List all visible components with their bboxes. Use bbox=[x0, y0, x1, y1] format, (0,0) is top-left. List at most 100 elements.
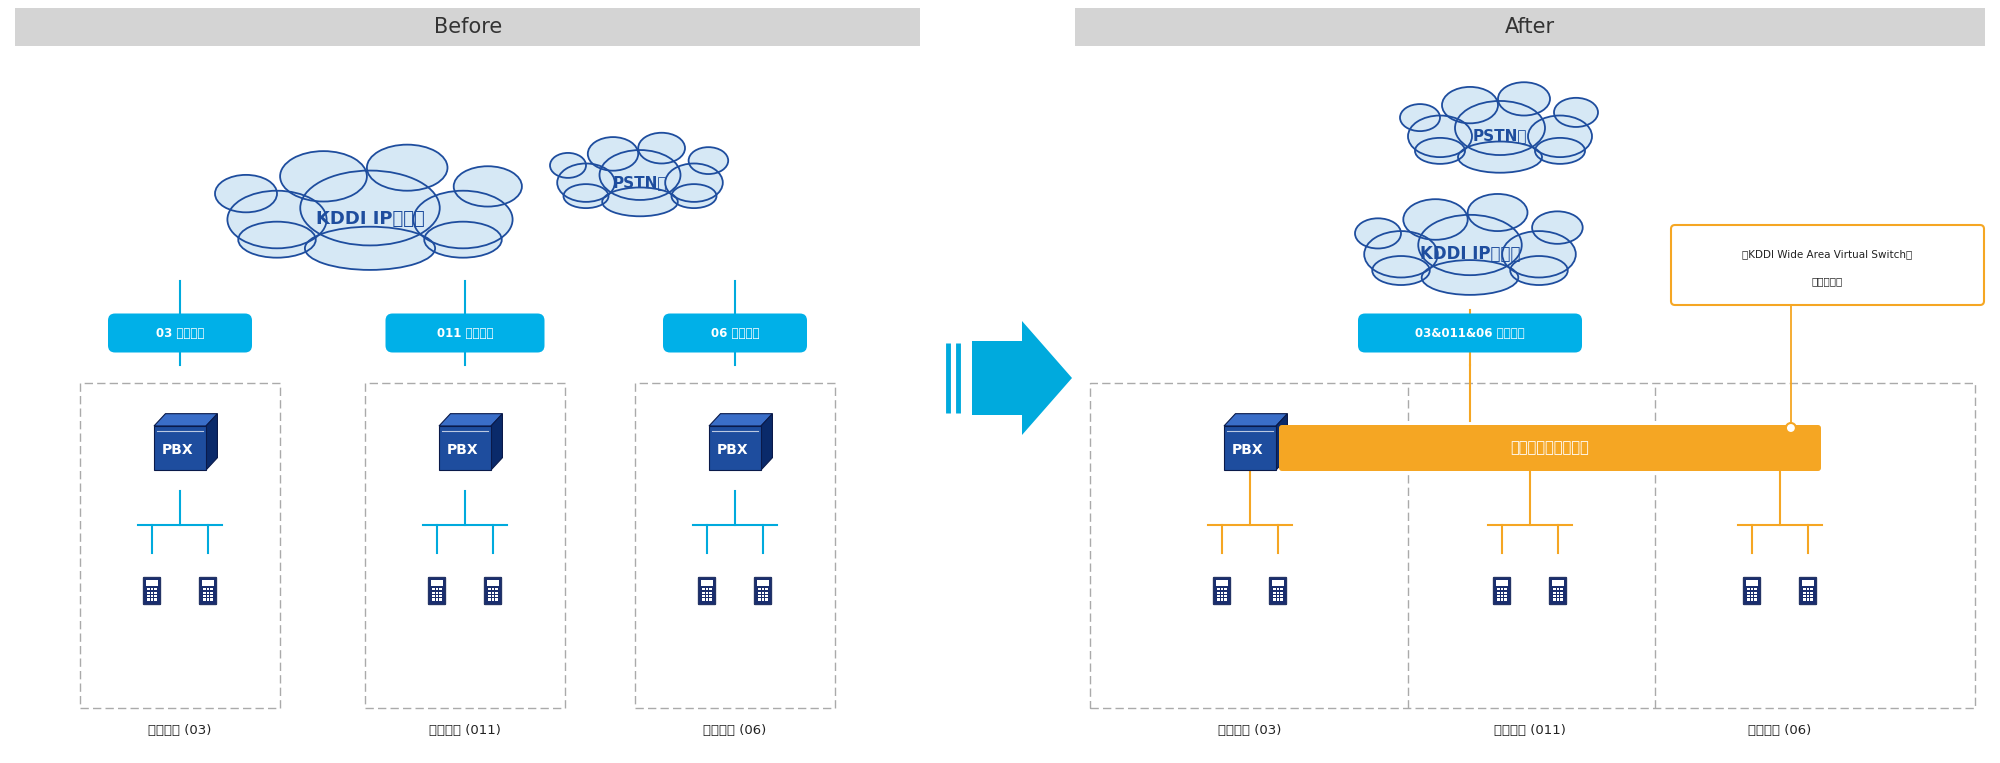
Text: Before: Before bbox=[434, 17, 502, 37]
FancyBboxPatch shape bbox=[1746, 598, 1750, 600]
FancyBboxPatch shape bbox=[144, 577, 160, 605]
FancyBboxPatch shape bbox=[762, 598, 764, 600]
Ellipse shape bbox=[1536, 138, 1584, 164]
FancyBboxPatch shape bbox=[710, 588, 712, 591]
FancyBboxPatch shape bbox=[1504, 595, 1508, 597]
Text: 03 回線契約: 03 回線契約 bbox=[156, 327, 204, 340]
FancyBboxPatch shape bbox=[706, 595, 708, 597]
FancyBboxPatch shape bbox=[1556, 588, 1560, 591]
Text: 利用を推奎: 利用を推奎 bbox=[1812, 276, 1844, 286]
Text: 東京拠点 (03): 東京拠点 (03) bbox=[148, 725, 212, 738]
Text: お客さまデータ回線: お客さまデータ回線 bbox=[1510, 440, 1590, 456]
FancyBboxPatch shape bbox=[698, 577, 716, 605]
FancyBboxPatch shape bbox=[200, 577, 216, 605]
FancyBboxPatch shape bbox=[710, 595, 712, 597]
FancyBboxPatch shape bbox=[1504, 591, 1508, 594]
FancyBboxPatch shape bbox=[758, 591, 760, 594]
Ellipse shape bbox=[228, 191, 326, 248]
FancyBboxPatch shape bbox=[1272, 591, 1276, 594]
Ellipse shape bbox=[1468, 194, 1528, 231]
FancyBboxPatch shape bbox=[492, 595, 494, 597]
FancyBboxPatch shape bbox=[488, 588, 490, 591]
FancyBboxPatch shape bbox=[1494, 577, 1510, 605]
Ellipse shape bbox=[550, 153, 586, 178]
FancyBboxPatch shape bbox=[1216, 580, 1228, 586]
Text: 大阪拠点 (06): 大阪拠点 (06) bbox=[704, 725, 766, 738]
FancyBboxPatch shape bbox=[1802, 595, 1806, 597]
Text: PBX: PBX bbox=[162, 443, 194, 457]
FancyBboxPatch shape bbox=[440, 591, 442, 594]
Ellipse shape bbox=[588, 137, 638, 171]
FancyBboxPatch shape bbox=[758, 595, 760, 597]
FancyBboxPatch shape bbox=[1496, 580, 1508, 586]
FancyBboxPatch shape bbox=[1216, 588, 1220, 591]
FancyBboxPatch shape bbox=[1552, 595, 1556, 597]
FancyBboxPatch shape bbox=[1802, 598, 1806, 600]
FancyBboxPatch shape bbox=[150, 595, 154, 597]
FancyBboxPatch shape bbox=[1500, 595, 1504, 597]
Polygon shape bbox=[440, 426, 492, 470]
FancyBboxPatch shape bbox=[432, 595, 434, 597]
FancyBboxPatch shape bbox=[1802, 580, 1814, 586]
Ellipse shape bbox=[1418, 215, 1522, 275]
FancyBboxPatch shape bbox=[206, 598, 210, 600]
FancyBboxPatch shape bbox=[1754, 598, 1758, 600]
FancyBboxPatch shape bbox=[1358, 314, 1582, 353]
FancyBboxPatch shape bbox=[202, 598, 206, 600]
FancyBboxPatch shape bbox=[766, 588, 768, 591]
FancyBboxPatch shape bbox=[440, 588, 442, 591]
FancyBboxPatch shape bbox=[146, 580, 158, 586]
FancyBboxPatch shape bbox=[436, 595, 438, 597]
FancyBboxPatch shape bbox=[762, 588, 764, 591]
Text: 011 回線契約: 011 回線契約 bbox=[436, 327, 494, 340]
FancyBboxPatch shape bbox=[202, 591, 206, 594]
Ellipse shape bbox=[1400, 104, 1440, 131]
Text: 札幌拠点 (011): 札幌拠点 (011) bbox=[430, 725, 500, 738]
FancyBboxPatch shape bbox=[210, 598, 214, 600]
Polygon shape bbox=[1276, 414, 1288, 470]
FancyBboxPatch shape bbox=[154, 588, 158, 591]
Ellipse shape bbox=[280, 151, 366, 201]
FancyBboxPatch shape bbox=[432, 588, 434, 591]
Ellipse shape bbox=[1408, 115, 1472, 157]
FancyBboxPatch shape bbox=[1500, 598, 1504, 600]
Polygon shape bbox=[154, 414, 218, 426]
Ellipse shape bbox=[1498, 82, 1550, 115]
FancyBboxPatch shape bbox=[1560, 591, 1564, 594]
Ellipse shape bbox=[1456, 101, 1544, 155]
FancyBboxPatch shape bbox=[1496, 595, 1500, 597]
Ellipse shape bbox=[1372, 256, 1430, 285]
Ellipse shape bbox=[1364, 231, 1438, 278]
Ellipse shape bbox=[558, 163, 614, 202]
FancyBboxPatch shape bbox=[108, 314, 252, 353]
Ellipse shape bbox=[688, 147, 728, 174]
FancyBboxPatch shape bbox=[1810, 588, 1814, 591]
FancyBboxPatch shape bbox=[702, 580, 712, 586]
Text: PBX: PBX bbox=[1232, 443, 1264, 457]
FancyBboxPatch shape bbox=[496, 591, 498, 594]
FancyBboxPatch shape bbox=[766, 595, 768, 597]
FancyBboxPatch shape bbox=[1500, 588, 1504, 591]
FancyBboxPatch shape bbox=[1220, 598, 1224, 600]
FancyBboxPatch shape bbox=[1216, 598, 1220, 600]
FancyBboxPatch shape bbox=[1552, 580, 1564, 586]
FancyBboxPatch shape bbox=[496, 588, 498, 591]
FancyBboxPatch shape bbox=[1810, 598, 1814, 600]
FancyBboxPatch shape bbox=[1550, 577, 1566, 605]
FancyBboxPatch shape bbox=[1272, 598, 1276, 600]
FancyBboxPatch shape bbox=[1270, 577, 1286, 605]
Ellipse shape bbox=[216, 175, 276, 212]
FancyBboxPatch shape bbox=[146, 595, 150, 597]
Ellipse shape bbox=[414, 191, 512, 248]
FancyBboxPatch shape bbox=[710, 598, 712, 600]
Ellipse shape bbox=[454, 166, 522, 207]
FancyBboxPatch shape bbox=[202, 588, 206, 591]
Text: PBX: PBX bbox=[446, 443, 478, 457]
FancyBboxPatch shape bbox=[1280, 595, 1284, 597]
FancyBboxPatch shape bbox=[1754, 588, 1758, 591]
Polygon shape bbox=[760, 414, 772, 470]
FancyBboxPatch shape bbox=[1802, 588, 1806, 591]
Text: KDDI IP電話網: KDDI IP電話網 bbox=[316, 210, 424, 228]
Ellipse shape bbox=[638, 133, 684, 163]
FancyBboxPatch shape bbox=[488, 595, 490, 597]
